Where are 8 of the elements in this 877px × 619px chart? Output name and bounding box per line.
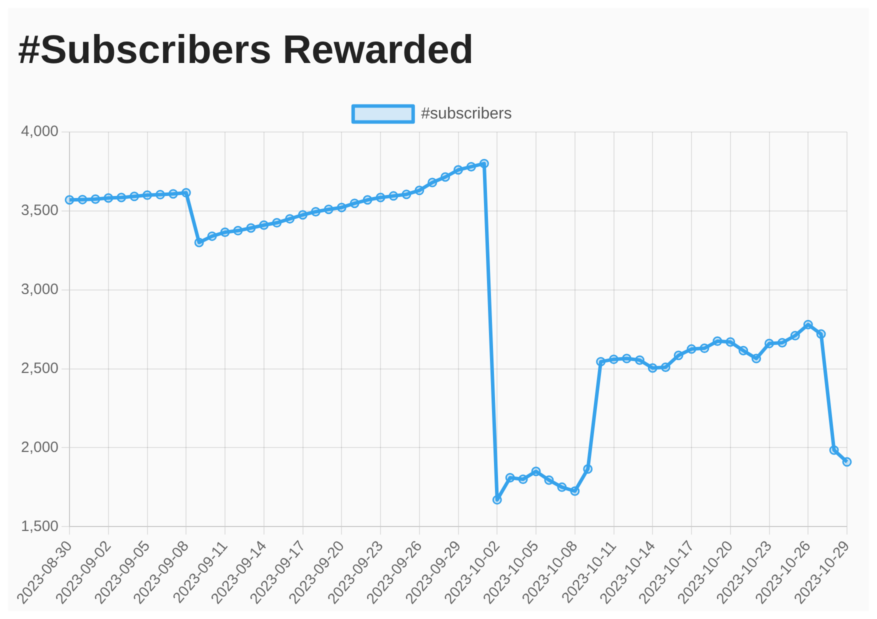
y-tick-label: 2,000 — [20, 438, 59, 456]
y-tick-label: 4,000 — [20, 123, 59, 140]
y-tick-label: 2,500 — [20, 360, 59, 377]
chart-title: #Subscribers Rewarded — [18, 28, 474, 72]
y-tick-label: 1,500 — [20, 518, 59, 535]
y-tick-label: 3,000 — [20, 281, 59, 298]
y-tick-label: 3,500 — [20, 202, 59, 220]
legend-label: #subscribers — [421, 105, 512, 122]
